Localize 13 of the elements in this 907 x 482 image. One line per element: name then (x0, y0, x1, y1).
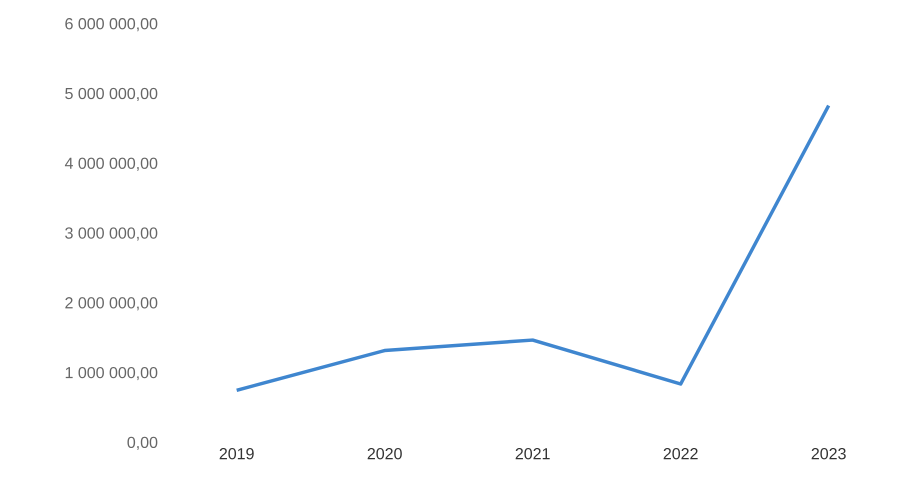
y-tick-label: 5 000 000,00 (65, 88, 158, 102)
x-tick-label: 2021 (516, 448, 550, 460)
y-tick-label: 0,00 (127, 436, 158, 450)
y-tick-label: 3 000 000,00 (65, 227, 158, 241)
y-tick-label: 2 000 000,00 (65, 297, 158, 310)
x-tick-label: 2019 (220, 448, 254, 460)
x-tick-label: 2023 (812, 448, 846, 460)
y-tick-label: 6 000 000,00 (65, 18, 158, 32)
y-tick-label: 1 000 000,00 (66, 366, 158, 380)
x-tick-label: 2022 (664, 448, 698, 460)
x-tick-label: 2020 (368, 448, 402, 460)
line-series (234, 104, 830, 392)
y-tick-label: 4 000 000,00 (64, 158, 158, 171)
